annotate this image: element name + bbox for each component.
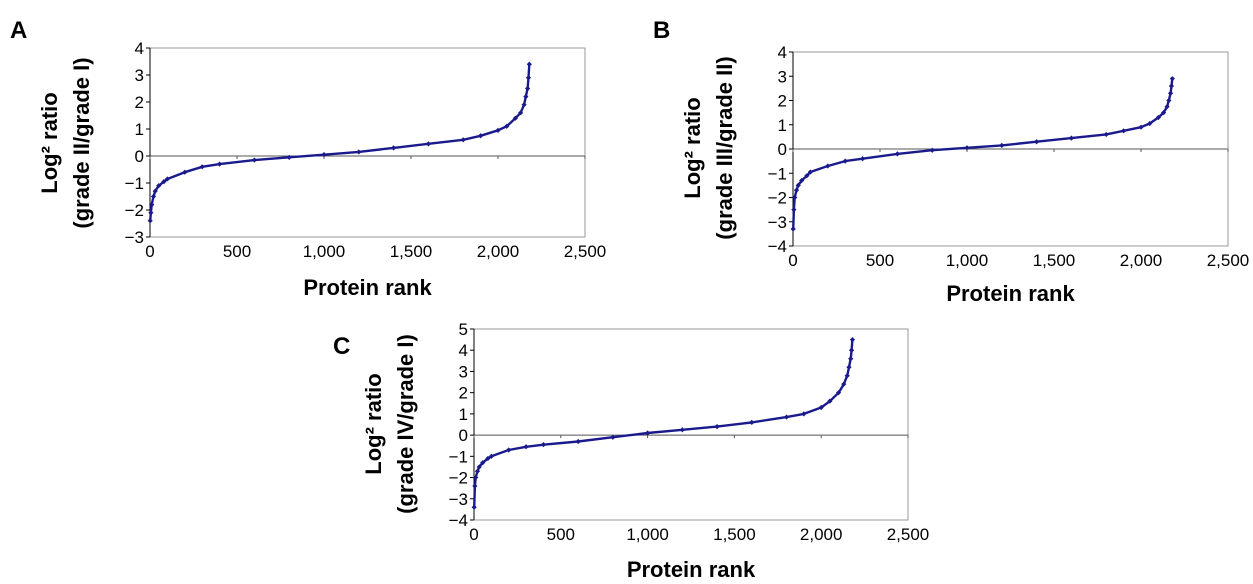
- panel-b-ytick-label: −4: [768, 237, 787, 256]
- panel-c-ytick-label: −2: [449, 469, 468, 488]
- panel-a-ytick-label: −2: [125, 201, 144, 220]
- panel-a-xtick-label: 1,000: [303, 242, 346, 261]
- panel-b-y-title-line-2: (grade III/grade II): [712, 56, 737, 239]
- panel-b-ytick-label: 3: [778, 67, 787, 86]
- panel-b-xtick-label: 2,000: [1120, 251, 1163, 270]
- panel-c-xtick-label: 1,500: [713, 525, 756, 544]
- panel-a-ytick-label: 0: [135, 147, 144, 166]
- panel-c-ytick-label: −3: [449, 490, 468, 509]
- panel-c-xtick-label: 2,000: [800, 525, 843, 544]
- panel-c-xtick-label: 1,000: [626, 525, 669, 544]
- panel-a-ytick-label: 4: [135, 39, 144, 58]
- panel-a-xtick-label: 0: [145, 242, 154, 261]
- panel-c-xtick-label: 0: [469, 525, 478, 544]
- panel-b: B −4 −3 −2 −1 0 1 2 3 4 0 500 1,000 1,500 2,000 2,500 Pr…: [653, 17, 1249, 306]
- panel-b-ytick-label: −2: [768, 189, 787, 208]
- panel-c-y-title-line-2: (grade IV/grade I): [393, 334, 418, 514]
- panel-b-xtick-label: 1,000: [946, 251, 989, 270]
- panel-a-x-title: Protein rank: [303, 275, 432, 300]
- panel-a-series-line: [149, 64, 531, 221]
- panel-c-xtick-label: 500: [547, 525, 575, 544]
- panel-a-y-title-line-1: Log² ratio: [37, 92, 62, 193]
- panel-b-letter: B: [653, 17, 670, 44]
- panel-b-xtick-label: 1,500: [1033, 251, 1076, 270]
- panel-a-ytick-label: 3: [135, 66, 144, 85]
- panel-b-xtick-label: 2,500: [1207, 251, 1250, 270]
- panel-a-letter: A: [10, 17, 27, 44]
- panel-a-ytick-label: −1: [125, 174, 144, 193]
- panel-a-data-point: [526, 61, 532, 67]
- panel-b-x-title: Protein rank: [946, 281, 1075, 306]
- panel-b-y-title-line-1: Log² ratio: [680, 97, 705, 198]
- panel-c-x-title: Protein rank: [627, 557, 756, 582]
- panel-c-series-line: [473, 339, 854, 508]
- panel-b-series-line: [792, 78, 1174, 230]
- panel-a-xtick-label: 2,000: [477, 242, 520, 261]
- panel-b-ytick-label: 0: [778, 140, 787, 159]
- panel-a-ytick-label: 2: [135, 93, 144, 112]
- panel-c-ytick-label: 4: [459, 341, 468, 360]
- panel-c-ytick-label: 0: [459, 426, 468, 445]
- panel-c-ytick-label: −4: [449, 511, 468, 530]
- panel-c-y-title-line-1: Log² ratio: [361, 373, 386, 474]
- panel-a-xtick-label: 1,500: [390, 242, 433, 261]
- panel-c-ytick-label: −1: [449, 447, 468, 466]
- panel-c-ytick-label: 2: [459, 384, 468, 403]
- panel-c-plot-area: [473, 328, 909, 521]
- panel-c-ytick-label: 5: [459, 320, 468, 339]
- panel-b-data-point: [790, 226, 796, 232]
- panel-c-ytick-label: 3: [459, 362, 468, 381]
- panel-c-letter: C: [333, 333, 350, 360]
- panel-a-ytick-label: −3: [125, 228, 144, 247]
- panel-a-ytick-label: 1: [135, 120, 144, 139]
- panel-a-xtick-label: 500: [223, 242, 251, 261]
- panel-b-ytick-label: 1: [778, 116, 787, 135]
- panel-a-xtick-label: 2,500: [564, 242, 607, 261]
- panel-c: C −4 −3 −2 −1 0 1 2 3 4 5 0 500 1,000 1,500 2,000 2,500 P…: [333, 320, 929, 582]
- panel-a-plot-area: [149, 47, 586, 238]
- panel-c-ytick-label: 1: [459, 405, 468, 424]
- panel-b-xtick-label: 500: [866, 251, 894, 270]
- panel-b-ytick-label: 2: [778, 92, 787, 111]
- panel-a-y-title-line-2: (grade II/grade I): [69, 57, 94, 228]
- panel-b-ytick-label: −1: [768, 164, 787, 183]
- panel-a: A −3 −2 −1 0 1 2 3 4 0 500 1,000 1,500 2,000 2,500 Prot…: [10, 17, 606, 300]
- panel-b-ytick-label: −3: [768, 213, 787, 232]
- panel-c-xtick-label: 2,500: [887, 525, 930, 544]
- panel-b-ytick-label: 4: [778, 43, 787, 62]
- panel-b-xtick-label: 0: [788, 251, 797, 270]
